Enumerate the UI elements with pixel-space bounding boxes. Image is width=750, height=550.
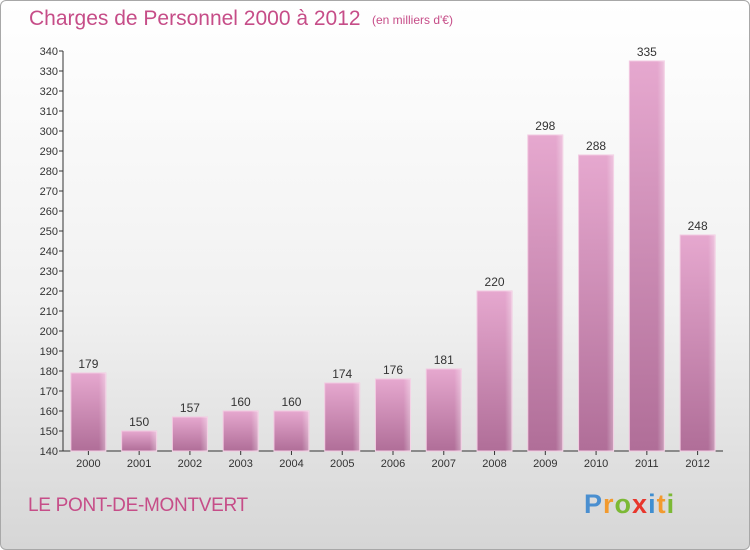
x-tick-label: 2002 bbox=[178, 458, 202, 470]
y-tick-label: 290 bbox=[40, 146, 58, 158]
y-tick-label: 250 bbox=[40, 226, 58, 238]
y-tick-label: 140 bbox=[40, 446, 58, 458]
chart-title: Charges de Personnel 2000 à 2012 bbox=[29, 7, 361, 30]
y-tick-label: 280 bbox=[40, 166, 58, 178]
bar-highlight bbox=[375, 379, 411, 451]
y-tick-label: 210 bbox=[40, 306, 58, 318]
y-tick-label: 200 bbox=[40, 326, 58, 338]
x-tick-label: 2000 bbox=[76, 458, 100, 470]
bar-highlight bbox=[680, 235, 716, 451]
y-tick-label: 310 bbox=[40, 106, 58, 118]
y-tick-label: 270 bbox=[40, 186, 58, 198]
y-tick-label: 240 bbox=[40, 246, 58, 258]
logo-letter: r bbox=[603, 489, 615, 519]
y-tick-label: 330 bbox=[40, 66, 58, 78]
bar-highlight bbox=[629, 61, 665, 451]
bar-highlight bbox=[527, 135, 563, 451]
x-tick-label: 2005 bbox=[330, 458, 354, 470]
bar-highlight bbox=[426, 369, 462, 451]
x-tick-label: 2006 bbox=[381, 458, 405, 470]
x-tick-label: 2012 bbox=[685, 458, 709, 470]
bar-highlight bbox=[223, 411, 259, 451]
x-tick-label: 2001 bbox=[127, 458, 151, 470]
y-tick-label: 230 bbox=[40, 266, 58, 278]
y-tick-label: 340 bbox=[40, 46, 58, 58]
y-tick-label: 170 bbox=[40, 386, 58, 398]
data-label: 220 bbox=[485, 275, 505, 289]
chart-subtitle: (en milliers d'€) bbox=[372, 13, 453, 27]
logo-letter: t bbox=[656, 489, 667, 519]
logo-letter: P bbox=[584, 489, 604, 519]
commune-name: LE PONT-DE-MONTVERT bbox=[28, 495, 248, 516]
proxiti-logo[interactable]: Proxiti bbox=[584, 489, 675, 520]
bar-highlight bbox=[121, 431, 157, 451]
data-label: 174 bbox=[332, 367, 352, 381]
y-tick-label: 300 bbox=[40, 126, 58, 138]
y-tick-label: 260 bbox=[40, 206, 58, 218]
data-label: 157 bbox=[180, 401, 200, 415]
bar-highlight bbox=[172, 417, 208, 451]
bar-highlight bbox=[578, 155, 614, 451]
data-label: 181 bbox=[434, 353, 454, 367]
data-label: 335 bbox=[637, 45, 657, 59]
data-label: 288 bbox=[586, 139, 606, 153]
bar-highlight bbox=[324, 383, 360, 451]
x-tick-label: 2010 bbox=[584, 458, 608, 470]
data-label: 150 bbox=[129, 415, 149, 429]
data-label: 160 bbox=[281, 395, 301, 409]
x-tick-label: 2008 bbox=[482, 458, 506, 470]
bar-highlight bbox=[70, 373, 106, 451]
data-label: 298 bbox=[535, 119, 555, 133]
y-tick-label: 220 bbox=[40, 286, 58, 298]
logo-letter: x bbox=[632, 489, 649, 519]
logo-letter: o bbox=[614, 489, 633, 519]
data-label: 248 bbox=[688, 219, 708, 233]
y-tick-label: 180 bbox=[40, 366, 58, 378]
x-tick-label: 2011 bbox=[635, 458, 659, 470]
x-tick-label: 2009 bbox=[533, 458, 557, 470]
bar-highlight bbox=[273, 411, 309, 451]
data-label: 160 bbox=[231, 395, 251, 409]
y-tick-label: 190 bbox=[40, 346, 58, 358]
y-tick-label: 150 bbox=[40, 426, 58, 438]
data-label: 176 bbox=[383, 363, 403, 377]
bar-highlight bbox=[477, 291, 513, 451]
y-tick-label: 320 bbox=[40, 86, 58, 98]
y-tick-label: 160 bbox=[40, 406, 58, 418]
logo-letter: i bbox=[666, 489, 676, 519]
data-label: 179 bbox=[78, 357, 98, 371]
logo-letter: i bbox=[648, 489, 657, 519]
x-tick-label: 2003 bbox=[228, 458, 252, 470]
x-tick-label: 2004 bbox=[279, 458, 303, 470]
x-tick-label: 2007 bbox=[432, 458, 456, 470]
